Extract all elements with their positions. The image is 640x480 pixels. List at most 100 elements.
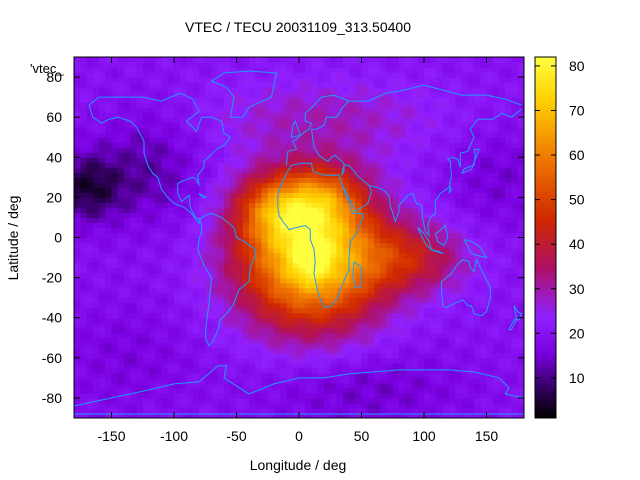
- heatmap-cell: [517, 397, 524, 404]
- heatmap-cell: [361, 342, 369, 349]
- heatmap-cell: [267, 312, 275, 319]
- heatmap-cell: [424, 387, 431, 394]
- heatmap-cell: [117, 242, 125, 249]
- heatmap-cell: [292, 357, 300, 364]
- heatmap-cell: [286, 262, 294, 269]
- heatmap-cell: [236, 322, 244, 329]
- heatmap-cell: [74, 167, 81, 173]
- heatmap-cell: [249, 67, 256, 73]
- heatmap-cell: [355, 307, 363, 314]
- heatmap-cell: [336, 202, 344, 209]
- heatmap-cell: [80, 357, 88, 364]
- heatmap-cell: [517, 352, 524, 359]
- heatmap-cell: [205, 107, 213, 113]
- heatmap-cell: [86, 262, 94, 269]
- heatmap-cell: [467, 272, 475, 279]
- heatmap-cell: [405, 262, 413, 269]
- heatmap-cell: [424, 147, 431, 153]
- heatmap-cell: [405, 132, 413, 138]
- heatmap-cell: [311, 232, 319, 239]
- heatmap-cell: [161, 342, 169, 349]
- heatmap-cell: [324, 397, 331, 404]
- heatmap-cell: [92, 127, 100, 133]
- heatmap-cell: [155, 72, 163, 78]
- heatmap-cell: [336, 127, 344, 133]
- heatmap-cell: [411, 377, 419, 384]
- heatmap-cell: [361, 252, 369, 259]
- heatmap-cell: [74, 207, 81, 214]
- heatmap-cell: [136, 227, 144, 234]
- heatmap-cell: [180, 302, 188, 309]
- heatmap-cell: [505, 132, 513, 138]
- heatmap-cell: [442, 197, 450, 203]
- heatmap-cell: [511, 272, 519, 279]
- heatmap-cell: [436, 317, 444, 324]
- heatmap-cell: [249, 217, 256, 224]
- heatmap-cell: [505, 267, 513, 274]
- heatmap-cell: [486, 112, 494, 118]
- heatmap-cell: [74, 407, 81, 414]
- heatmap-cell: [74, 157, 81, 163]
- heatmap-cell: [74, 227, 81, 234]
- heatmap-cell: [192, 207, 200, 214]
- heatmap-cell: [111, 407, 119, 414]
- heatmap-cell: [436, 207, 444, 214]
- heatmap-cell: [230, 282, 238, 289]
- heatmap-cell: [155, 247, 163, 254]
- heatmap-cell: [349, 412, 356, 418]
- heatmap-cell: [436, 352, 444, 359]
- heatmap-cell: [392, 112, 400, 118]
- heatmap-cell: [149, 327, 156, 334]
- heatmap-cell: [336, 232, 344, 239]
- heatmap-cell: [505, 257, 513, 264]
- heatmap-cell: [399, 347, 406, 354]
- heatmap-cell: [155, 212, 163, 219]
- heatmap-cell: [155, 147, 163, 153]
- heatmap-cell: [242, 162, 250, 168]
- heatmap-cell: [261, 302, 269, 309]
- heatmap-cell: [386, 262, 394, 269]
- heatmap-cell: [367, 262, 375, 269]
- heatmap-cell: [386, 337, 394, 344]
- heatmap-cell: [224, 387, 231, 394]
- heatmap-cell: [236, 402, 244, 409]
- heatmap-cell: [442, 147, 450, 153]
- heatmap-cell: [217, 347, 225, 354]
- heatmap-cell: [167, 247, 175, 254]
- heatmap-cell: [86, 367, 94, 374]
- heatmap-cell: [230, 162, 238, 168]
- heatmap-cell: [117, 292, 125, 299]
- heatmap-cell: [161, 262, 169, 269]
- heatmap-cell: [124, 147, 131, 153]
- heatmap-cell: [486, 332, 494, 339]
- heatmap-cell: [211, 357, 219, 364]
- heatmap-cell: [230, 352, 238, 359]
- heatmap-cell: [155, 137, 163, 143]
- heatmap-cell: [305, 307, 313, 314]
- heatmap-cell: [99, 67, 106, 73]
- heatmap-cell: [74, 102, 81, 108]
- heatmap-cell: [474, 202, 481, 209]
- heatmap-cell: [461, 147, 469, 153]
- heatmap-cell: [380, 202, 388, 209]
- heatmap-cell: [180, 87, 188, 93]
- heatmap-cell: [174, 172, 181, 178]
- heatmap-cell: [224, 87, 231, 93]
- heatmap-cell: [374, 207, 381, 214]
- heatmap-cell: [261, 172, 269, 178]
- heatmap-cell: [274, 392, 281, 399]
- heatmap-cell: [386, 237, 394, 244]
- heatmap-cell: [155, 187, 163, 193]
- heatmap-cell: [411, 367, 419, 374]
- heatmap-cell: [374, 397, 381, 404]
- heatmap-cell: [249, 87, 256, 93]
- heatmap-cell: [205, 142, 213, 148]
- heatmap-cell: [149, 342, 156, 349]
- heatmap-cell: [355, 347, 363, 354]
- heatmap-cell: [142, 177, 150, 183]
- heatmap-cell: [111, 217, 119, 224]
- heatmap-cell: [324, 322, 331, 329]
- heatmap-cell: [324, 317, 331, 324]
- heatmap-cell: [180, 262, 188, 269]
- heatmap-cell: [186, 362, 194, 369]
